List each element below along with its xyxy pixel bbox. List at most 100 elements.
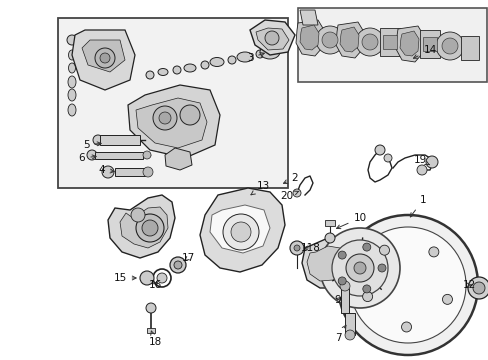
Circle shape (95, 48, 115, 68)
Text: 15: 15 (113, 273, 136, 283)
Polygon shape (249, 20, 294, 55)
Circle shape (379, 245, 389, 255)
Bar (379, 28, 399, 56)
Circle shape (201, 61, 208, 69)
Circle shape (315, 26, 343, 54)
Circle shape (383, 154, 391, 162)
Bar (382, 35, 396, 49)
Ellipse shape (158, 68, 168, 76)
Circle shape (339, 281, 349, 291)
Circle shape (180, 105, 200, 125)
Bar (100, 135, 140, 145)
Circle shape (142, 220, 158, 236)
Polygon shape (335, 22, 363, 58)
Text: 4: 4 (99, 165, 114, 175)
Circle shape (428, 247, 438, 257)
Text: 3: 3 (246, 53, 264, 63)
Circle shape (170, 257, 185, 273)
Circle shape (353, 262, 365, 274)
Polygon shape (82, 40, 125, 72)
Polygon shape (302, 238, 354, 288)
Ellipse shape (68, 89, 76, 101)
Polygon shape (164, 148, 192, 170)
Circle shape (223, 214, 259, 250)
Circle shape (362, 292, 372, 302)
Circle shape (331, 240, 387, 296)
Circle shape (100, 53, 110, 63)
Text: 14: 14 (413, 45, 436, 58)
Circle shape (93, 135, 103, 145)
Polygon shape (58, 18, 287, 188)
Polygon shape (72, 30, 135, 90)
Circle shape (319, 228, 399, 308)
Ellipse shape (237, 52, 252, 62)
Polygon shape (306, 246, 346, 281)
Bar (325, 220, 334, 226)
Circle shape (338, 277, 346, 285)
Polygon shape (395, 26, 423, 62)
Circle shape (87, 150, 97, 160)
Circle shape (362, 285, 370, 293)
Bar (340, 288, 348, 313)
Circle shape (374, 145, 384, 155)
Circle shape (377, 264, 385, 272)
Circle shape (146, 303, 156, 313)
Polygon shape (120, 207, 168, 248)
Circle shape (293, 245, 299, 251)
Text: 118: 118 (301, 243, 320, 253)
Circle shape (472, 282, 484, 294)
Polygon shape (108, 195, 175, 258)
Ellipse shape (68, 76, 76, 88)
Circle shape (153, 106, 177, 130)
Circle shape (142, 167, 153, 177)
Ellipse shape (209, 58, 224, 67)
Polygon shape (200, 188, 285, 272)
Circle shape (361, 34, 377, 50)
Circle shape (355, 28, 383, 56)
Circle shape (142, 151, 151, 159)
Ellipse shape (183, 64, 196, 72)
Text: 6: 6 (79, 153, 96, 163)
Polygon shape (339, 27, 358, 52)
Text: 18: 18 (148, 331, 162, 347)
Polygon shape (256, 28, 288, 50)
Text: 19: 19 (412, 155, 428, 165)
Bar (115, 168, 145, 176)
Circle shape (157, 273, 167, 283)
Circle shape (102, 166, 114, 178)
Circle shape (131, 208, 145, 222)
Text: 7: 7 (334, 325, 345, 343)
Circle shape (264, 31, 279, 45)
Polygon shape (299, 10, 317, 25)
Circle shape (425, 156, 437, 168)
Text: 1: 1 (409, 195, 426, 217)
Ellipse shape (68, 104, 76, 116)
Circle shape (337, 215, 477, 355)
Ellipse shape (68, 63, 75, 73)
Circle shape (289, 241, 304, 255)
Text: 10: 10 (336, 213, 366, 229)
Circle shape (338, 251, 346, 259)
Bar (460, 36, 478, 60)
Text: 17: 17 (181, 253, 194, 263)
Circle shape (346, 254, 373, 282)
Ellipse shape (260, 45, 280, 59)
Polygon shape (295, 20, 324, 56)
Polygon shape (399, 31, 418, 56)
Bar (419, 30, 439, 58)
Circle shape (256, 50, 264, 58)
Circle shape (227, 56, 236, 64)
Circle shape (435, 32, 463, 60)
Bar (422, 37, 436, 51)
Circle shape (325, 233, 334, 243)
Circle shape (345, 330, 354, 340)
Text: 13: 13 (250, 181, 269, 195)
Polygon shape (297, 8, 486, 82)
Circle shape (292, 189, 301, 197)
Bar (345, 313, 354, 335)
Text: 16: 16 (148, 280, 162, 290)
Text: 9: 9 (334, 295, 341, 305)
Circle shape (442, 294, 451, 304)
Polygon shape (136, 98, 206, 148)
Circle shape (136, 214, 163, 242)
